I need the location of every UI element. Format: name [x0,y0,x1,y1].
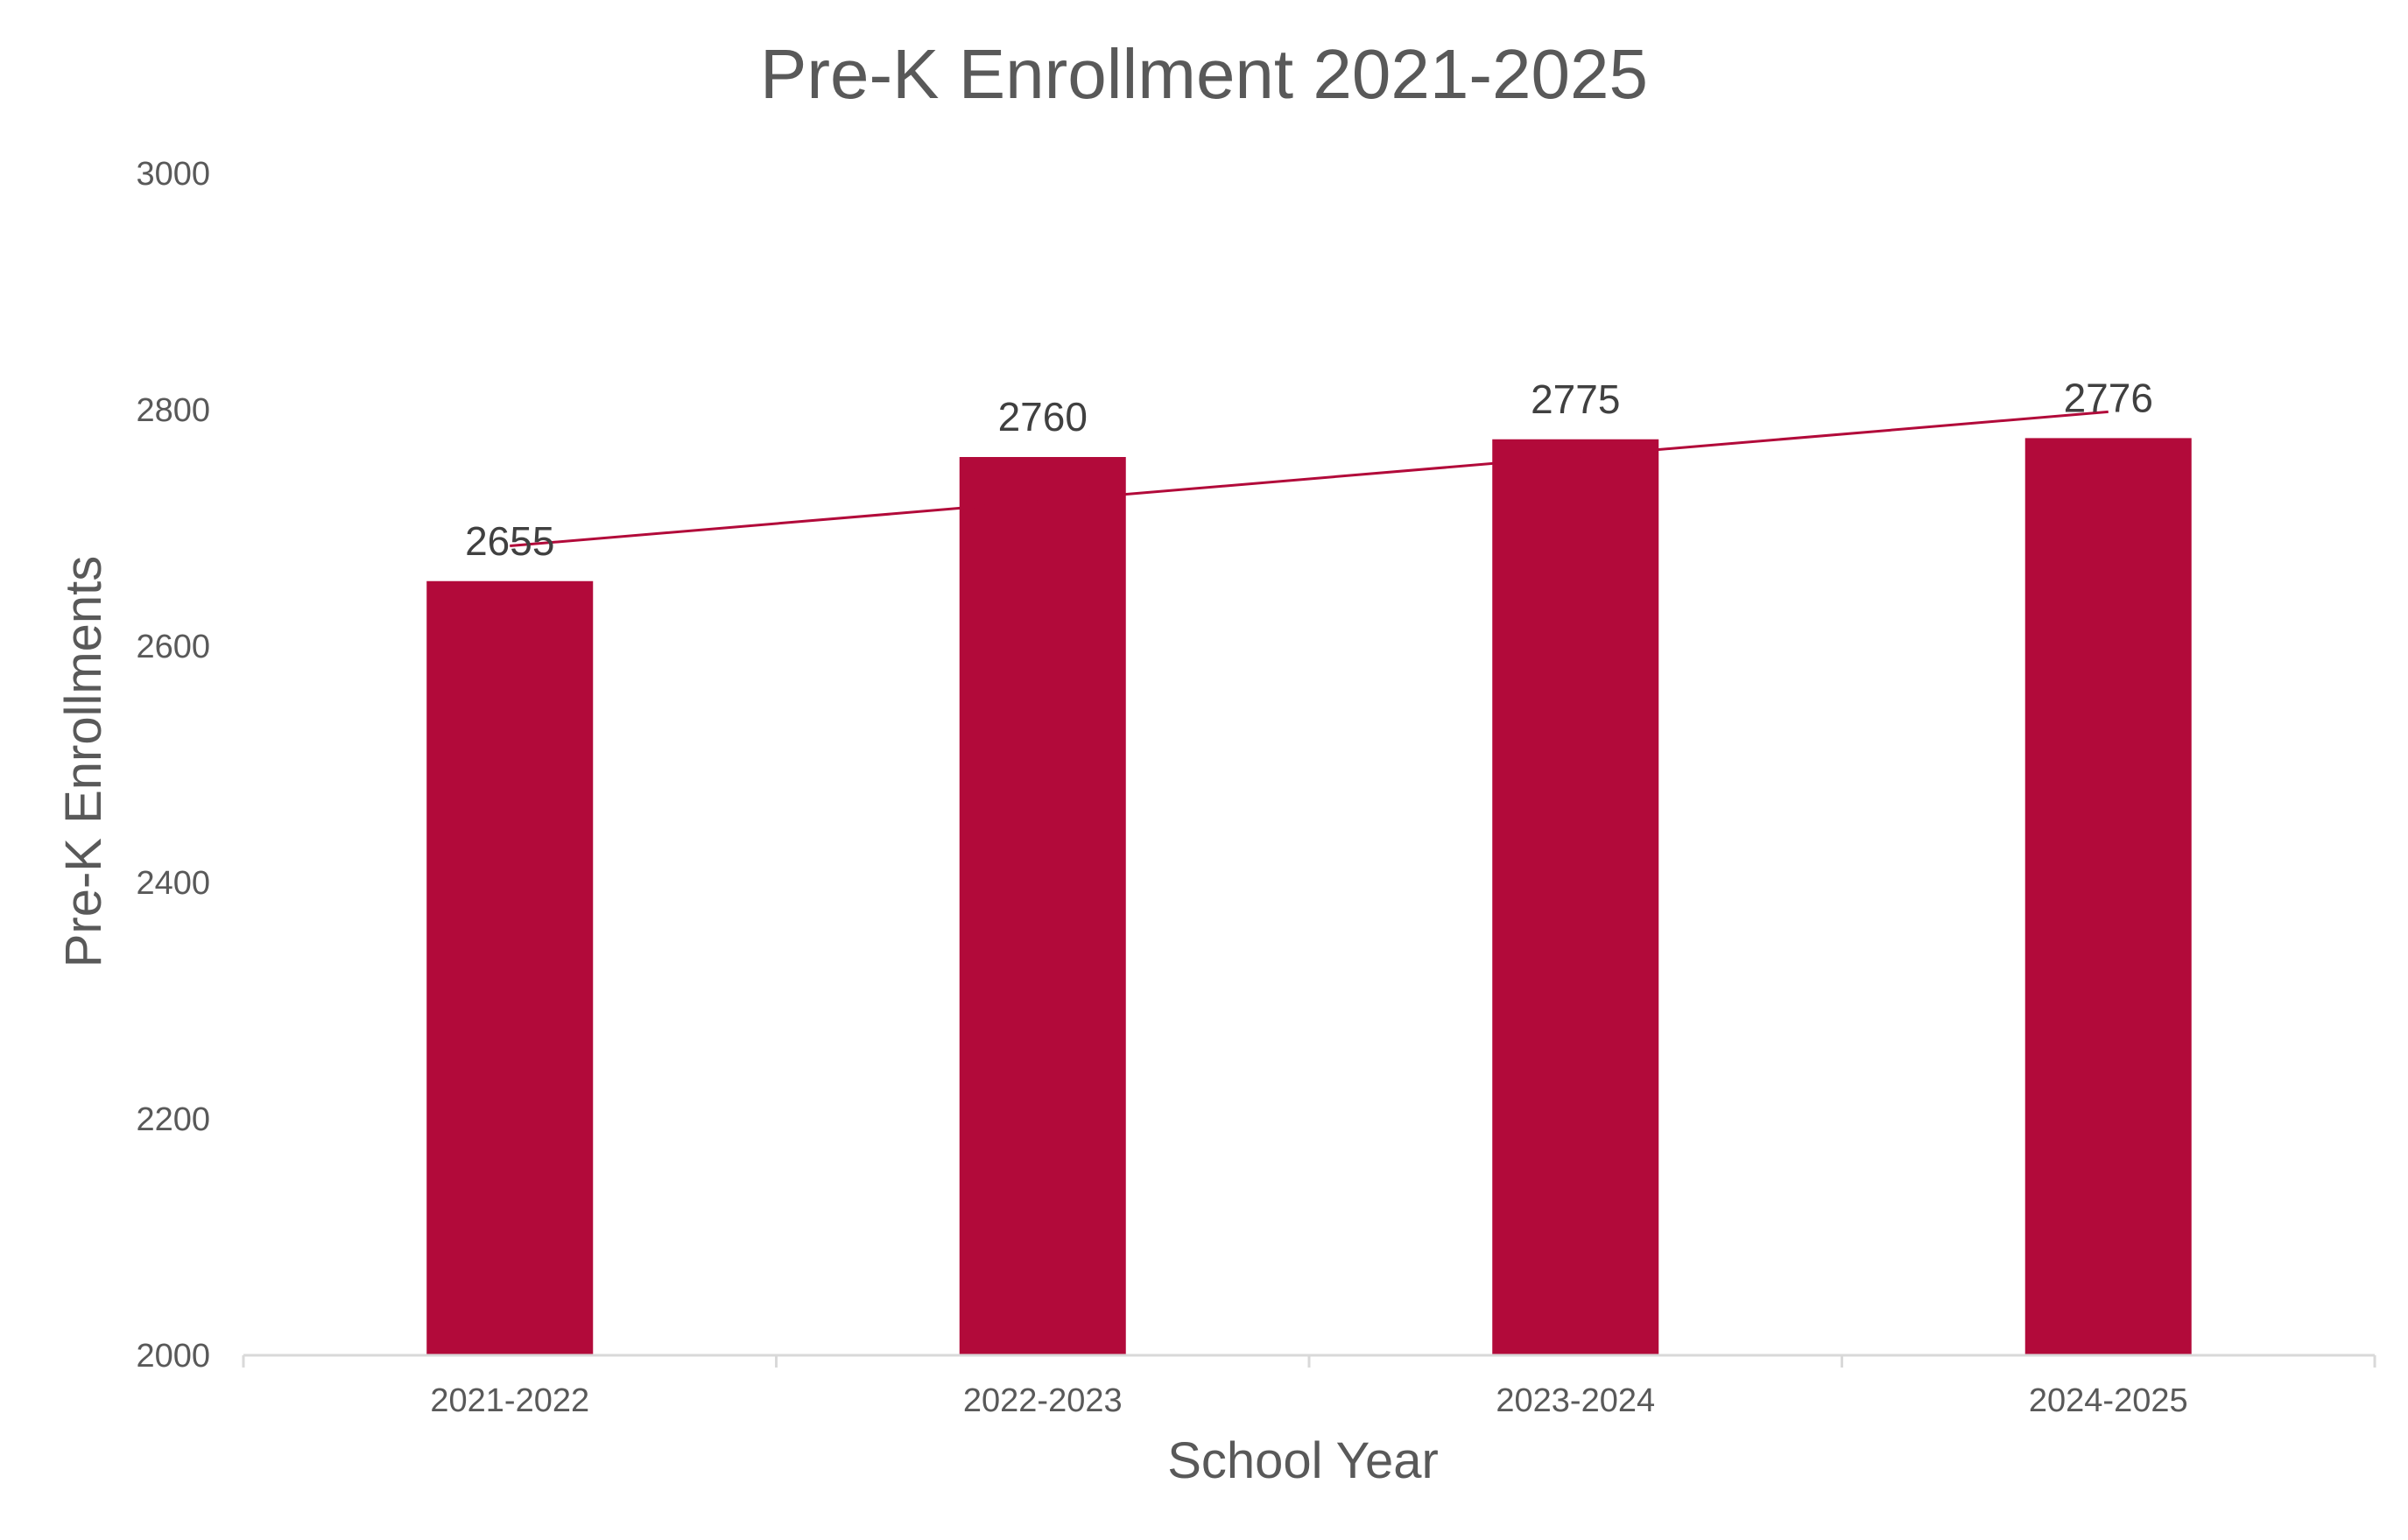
chart-title: Pre-K Enrollment 2021-2025 [760,35,1648,113]
data-label: 2760 [998,394,1088,439]
x-tick-label: 2021-2022 [430,1382,589,1419]
y-tick-label: 2800 [136,392,210,429]
x-axis [242,1354,2376,1368]
y-tick-label: 2600 [136,629,210,665]
data-label: 2775 [1531,376,1620,422]
trendline-group [510,410,2109,548]
bar [426,580,594,1355]
y-tick-label: 2400 [136,865,210,902]
x-tick-label: 2023-2024 [1496,1382,1655,1419]
x-axis-ticks: 2021-2022 2022-2023 2023-2024 2024-2025 [430,1382,2187,1419]
x-tick-label: 2024-2025 [2029,1382,2188,1419]
x-tick-label: 2022-2023 [963,1382,1123,1419]
data-label: 2776 [2064,375,2153,420]
bar [959,457,1126,1355]
y-tick-label: 2000 [136,1338,210,1375]
x-axis-title: School Year [1167,1432,1439,1489]
bars-group [426,438,2192,1355]
data-labels-group: 2655 2760 2775 2776 [465,375,2153,563]
y-axis-title: Pre-K Enrollments [55,556,112,968]
bar [2024,438,2192,1355]
y-tick-label: 3000 [136,156,210,193]
trendline [510,410,2109,548]
bar [1492,439,1659,1355]
y-axis-ticks: 2000 2200 2400 2600 2800 3000 [136,156,210,1375]
data-label: 2655 [465,518,554,564]
y-tick-label: 2200 [136,1101,210,1138]
